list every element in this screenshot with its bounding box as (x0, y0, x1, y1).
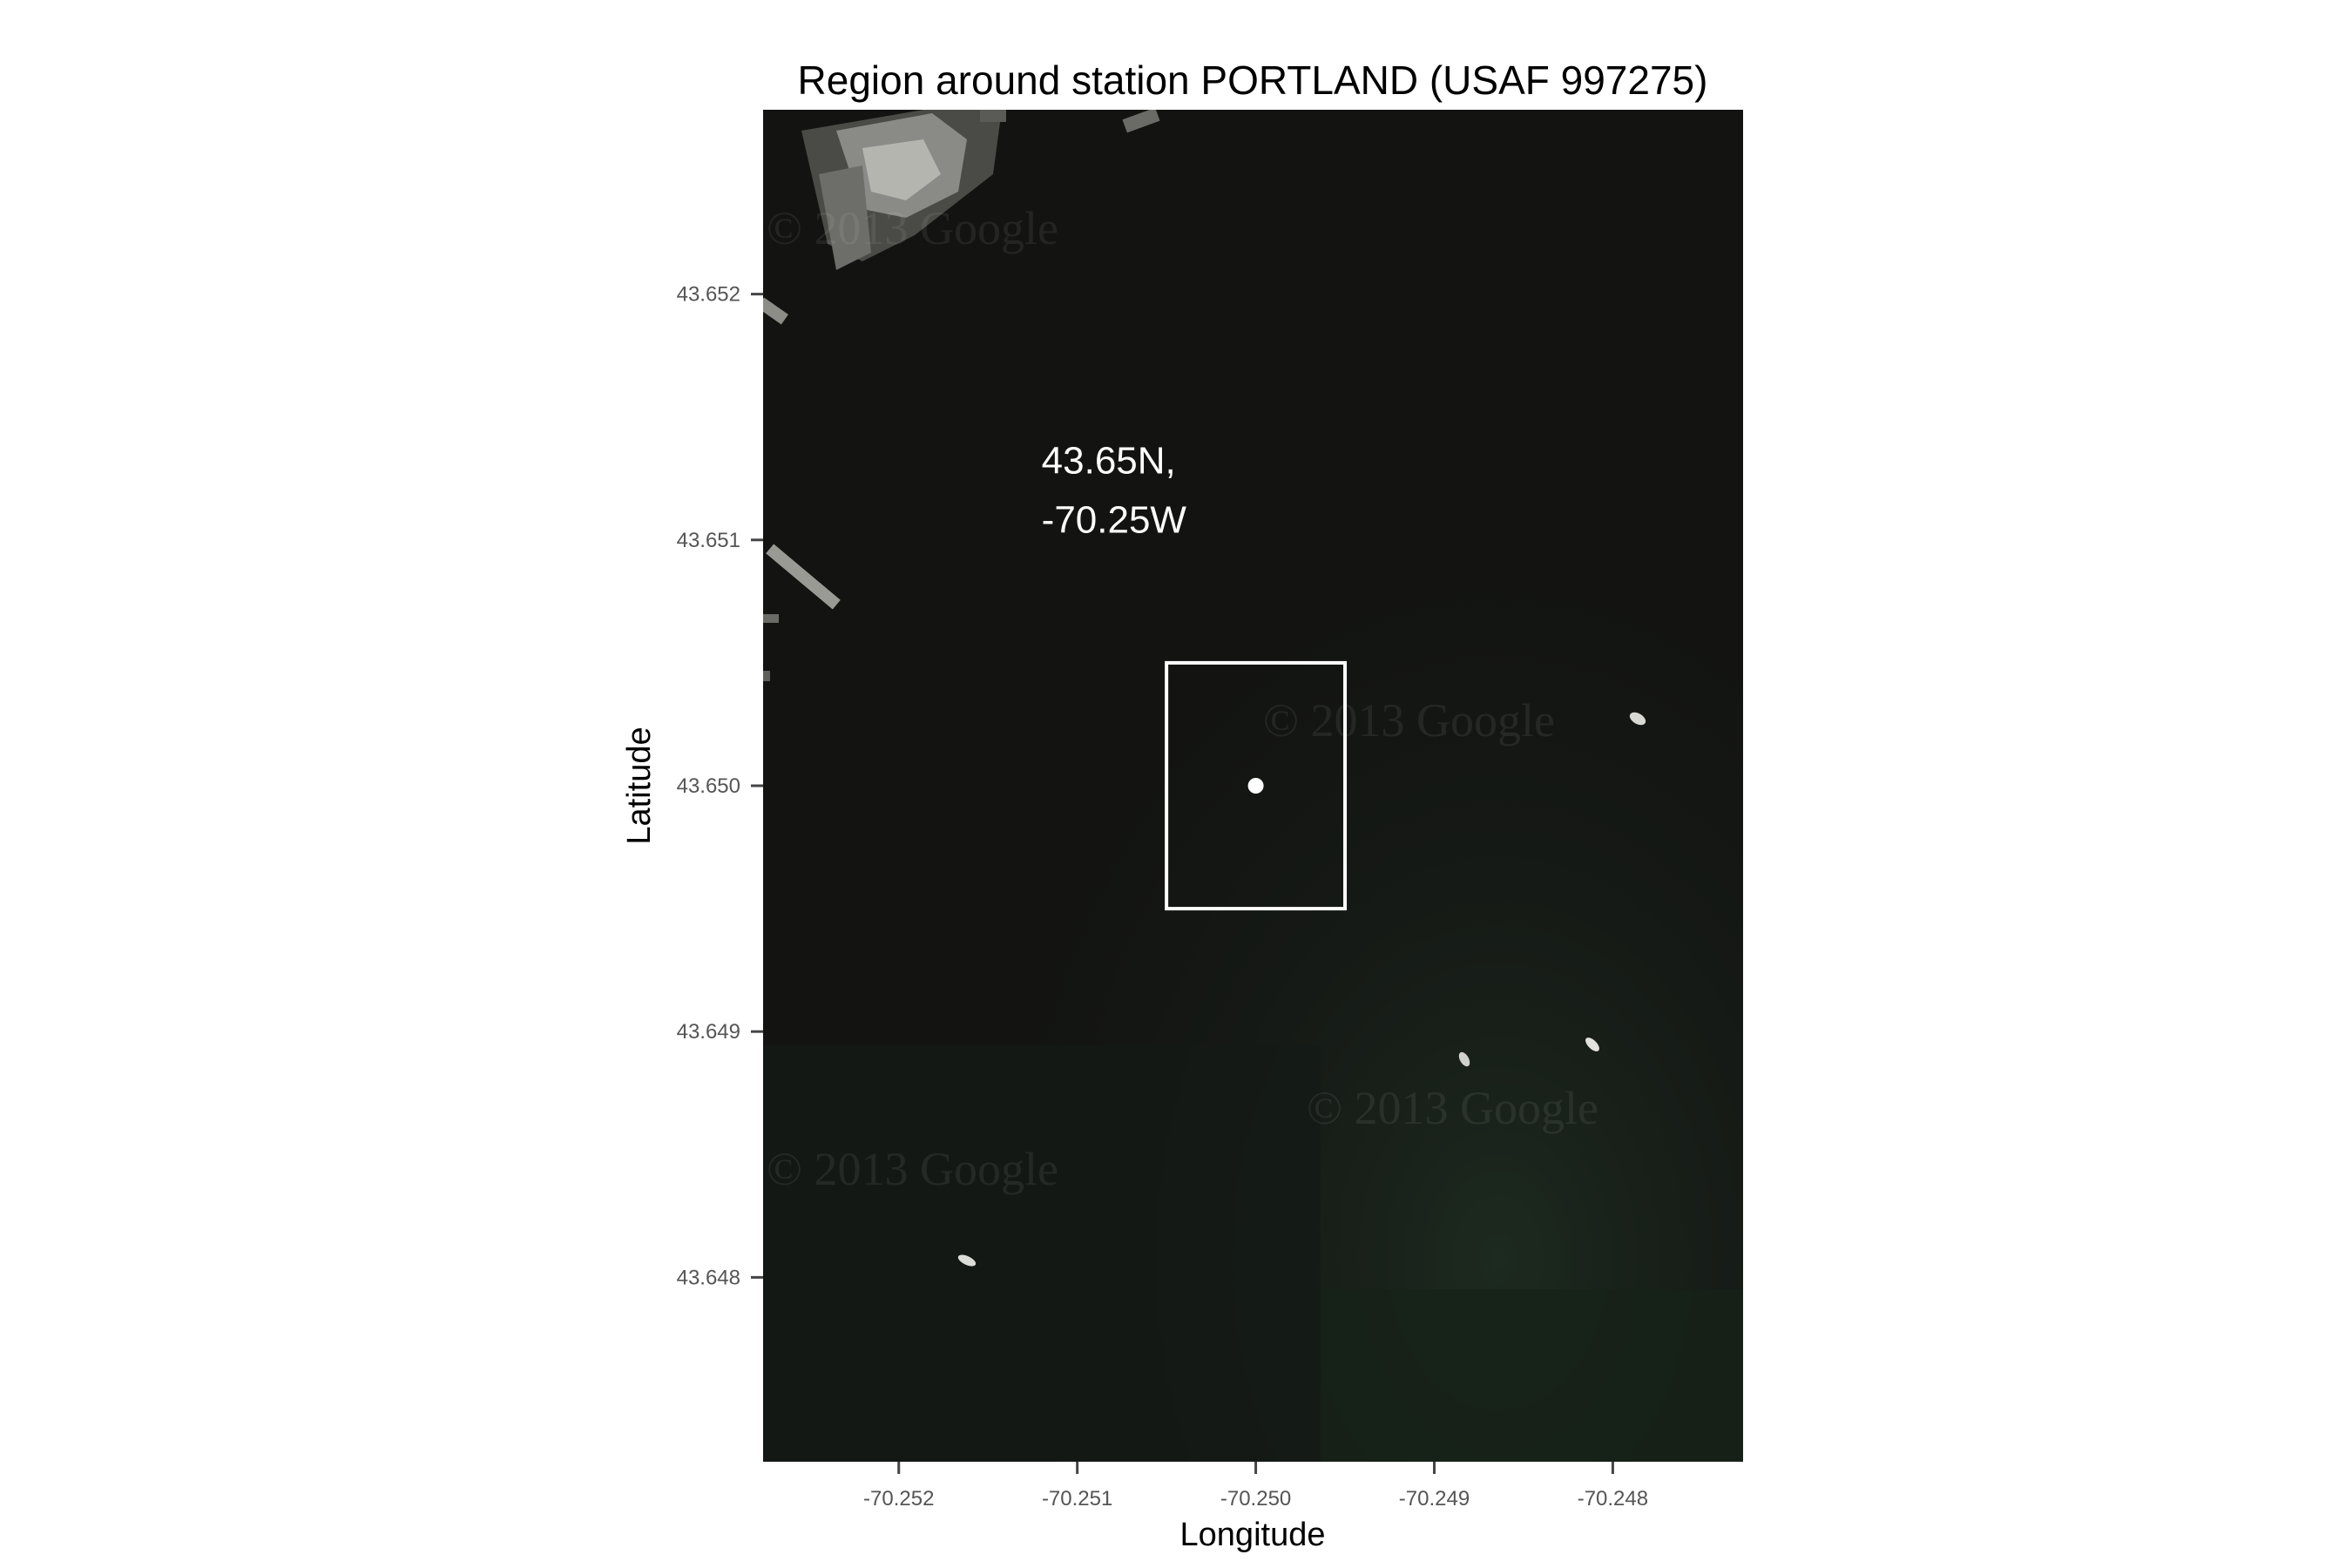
y-tick-label: 43.652 (677, 283, 740, 307)
y-tick-label: 43.648 (677, 1266, 740, 1289)
y-axis: 43.652 43.651 43.650 43.649 43.648 (677, 283, 763, 1289)
x-tick-label: -70.251 (1042, 1487, 1112, 1511)
coordinate-label-lat: 43.65N, (1042, 439, 1176, 482)
x-axis: -70.252 -70.251 -70.250 -70.249 -70.248 (863, 1462, 1648, 1511)
x-tick-label: -70.249 (1399, 1487, 1470, 1511)
station-bounding-box (1165, 660, 1348, 911)
dock-structures (763, 297, 841, 681)
station-marker (1247, 778, 1264, 794)
x-tick-label: -70.252 (863, 1487, 934, 1511)
y-tick-label: 43.651 (677, 529, 740, 552)
x-tick-label: -70.248 (1578, 1487, 1648, 1511)
x-axis-title: Longitude (1180, 1517, 1326, 1553)
pier-building (801, 110, 1160, 270)
map-title: Region around station PORTLAND (USAF 997… (798, 57, 1708, 103)
y-axis-title: Latitude (621, 727, 658, 844)
watermark-1: © 2013 Google (767, 202, 1058, 254)
y-tick-label: 43.649 (677, 1020, 740, 1044)
watermark-3: © 2013 Google (1307, 1082, 1598, 1134)
google-watermarks: © 2013 Google © 2013 Google © 2013 Googl… (767, 202, 1598, 1195)
x-tick-label: -70.250 (1220, 1487, 1291, 1511)
coordinate-label-lon: -70.25W (1042, 498, 1187, 541)
watermark-2: © 2013 Google (1263, 694, 1555, 747)
boats (957, 712, 1646, 1267)
y-tick-label: 43.650 (677, 774, 740, 798)
water-tile-left (763, 1045, 1321, 1462)
watermark-4: © 2013 Google (767, 1143, 1058, 1195)
water-tile-lower (1317, 1289, 1743, 1462)
